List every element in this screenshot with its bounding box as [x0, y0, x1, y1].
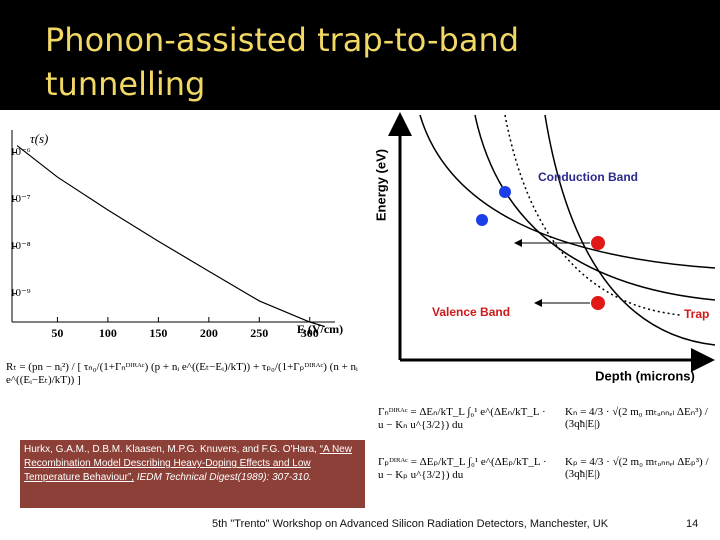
x-tick-label: 200 [200, 326, 218, 340]
y-tick-label: 10⁻⁸ [10, 240, 31, 252]
equation: Γₙᴰᴵᴿᴬᶜ = ΔEₙ/kT_L ∫₀¹ e^(ΔEₙ/kT_L · u −… [378, 406, 546, 431]
slide-title: Phonon-assisted trap-to-band tunnelling [45, 21, 520, 103]
y-tick-label: 10⁻⁹ [10, 287, 31, 299]
electron [476, 214, 488, 226]
x-tick-label: 150 [149, 326, 167, 340]
band-curve [419, 114, 716, 269]
y-tick-label: 10⁻⁷ [10, 193, 31, 205]
trap-state [591, 236, 605, 250]
citation: Hurkx, G.A.M., D.B.M. Klaasen, M.P.G. Kn… [20, 440, 365, 508]
trap-curve [504, 114, 681, 316]
x-tick-label: 250 [250, 326, 268, 340]
y-tick-label: 10⁻⁶ [10, 146, 31, 158]
equation: Kₙ = 4/3 · √(2 m₀ mₜᵤₙₙₑₗ ΔEₙ³) / (3qħ|E… [565, 406, 708, 430]
citation-title: “A New Recombination Model Describing He… [24, 444, 352, 483]
conduction-label: Conduction Band [538, 170, 638, 184]
band-diagram [388, 112, 716, 372]
x-tick-label: 50 [51, 326, 63, 340]
diagram-y-label: Energy (eV) [373, 149, 388, 221]
data-line [16, 145, 326, 328]
trap-state [591, 296, 605, 310]
diagram-x-label: Depth (microns) [595, 368, 695, 383]
equation: Kₚ = 4/3 · √(2 m₀ mₜᵤₙₙₑₗ ΔEₚ³) / (3qħ|E… [565, 456, 709, 480]
x-tick-label: 300 [301, 326, 319, 340]
band-curve [544, 114, 716, 346]
equation: Rₜ = (pn − nᵢ²) / [ τₙ₀/(1+Γₙᴰᴵᴿᴬᶜ) (p +… [6, 361, 358, 386]
x-tick-label: 100 [99, 326, 117, 340]
y-axis-label: τ(s) [30, 131, 48, 146]
citation-authors: Hurkx, G.A.M., D.B.M. Klaasen, M.P.G. Kn… [24, 444, 317, 455]
trap-label: Trap [684, 307, 709, 321]
electron [499, 186, 511, 198]
equation: Γₚᴰᴵᴿᴬᶜ = ΔEₚ/kT_L ∫₀¹ e^(ΔEₚ/kT_L · u −… [378, 456, 547, 481]
title-band [0, 0, 720, 110]
citation-source: IEDM Technical Digest(1989): 307-310. [136, 472, 312, 483]
footer: 5th "Trento" Workshop on Advanced Silico… [212, 518, 609, 530]
page-number: 14 [686, 518, 699, 530]
x-axis-label: E (V/cm) [297, 322, 343, 336]
valence-label: Valence Band [432, 305, 510, 319]
band-curve [474, 114, 716, 301]
